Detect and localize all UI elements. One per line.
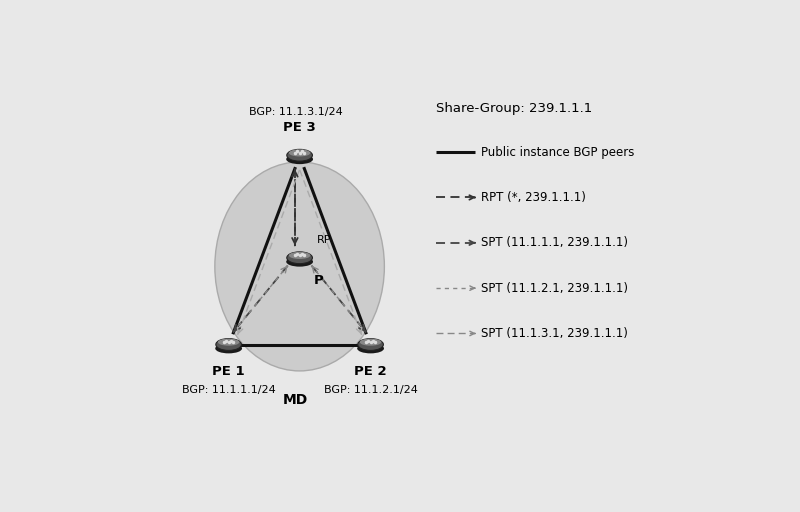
- Text: RP: RP: [318, 235, 332, 245]
- Ellipse shape: [360, 338, 382, 346]
- Text: PE 1: PE 1: [212, 365, 245, 378]
- Ellipse shape: [215, 162, 384, 371]
- Ellipse shape: [215, 344, 242, 353]
- Ellipse shape: [358, 338, 383, 350]
- Ellipse shape: [286, 257, 313, 267]
- Ellipse shape: [287, 252, 313, 264]
- Ellipse shape: [357, 344, 384, 353]
- Text: SPT (11.1.2.1, 239.1.1.1): SPT (11.1.2.1, 239.1.1.1): [481, 282, 628, 294]
- Text: PE 3: PE 3: [283, 121, 316, 134]
- Ellipse shape: [287, 150, 313, 161]
- Ellipse shape: [289, 150, 310, 157]
- Text: Public instance BGP peers: Public instance BGP peers: [481, 145, 634, 159]
- Text: MD: MD: [283, 394, 308, 408]
- Ellipse shape: [218, 338, 239, 346]
- Text: SPT (11.1.3.1, 239.1.1.1): SPT (11.1.3.1, 239.1.1.1): [481, 327, 628, 340]
- Text: P: P: [314, 273, 323, 287]
- Text: PE 2: PE 2: [354, 365, 387, 378]
- Text: SPT (11.1.1.1, 239.1.1.1): SPT (11.1.1.1, 239.1.1.1): [481, 237, 628, 249]
- Text: BGP: 11.1.2.1/24: BGP: 11.1.2.1/24: [324, 385, 418, 395]
- Ellipse shape: [289, 252, 310, 259]
- Ellipse shape: [216, 338, 242, 350]
- Text: BGP: 11.1.3.1/24: BGP: 11.1.3.1/24: [249, 106, 342, 117]
- Text: BGP: 11.1.1.1/24: BGP: 11.1.1.1/24: [182, 385, 275, 395]
- Ellipse shape: [286, 154, 313, 164]
- Text: Share-Group: 239.1.1.1: Share-Group: 239.1.1.1: [436, 102, 592, 115]
- Text: RPT (*, 239.1.1.1): RPT (*, 239.1.1.1): [481, 191, 586, 204]
